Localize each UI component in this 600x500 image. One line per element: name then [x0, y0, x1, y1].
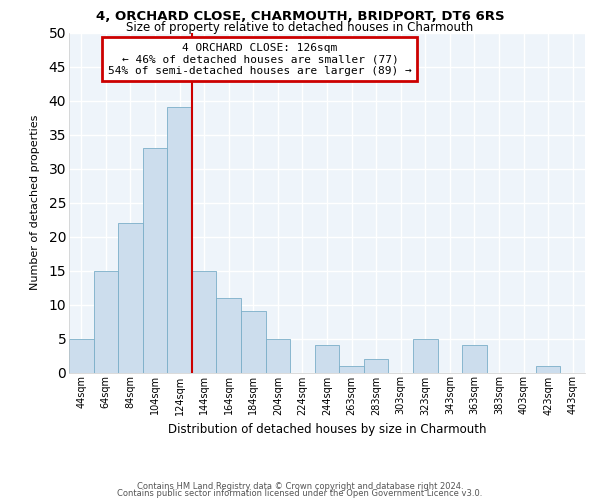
Bar	[69, 338, 94, 372]
Bar	[413, 338, 437, 372]
Bar	[462, 346, 487, 372]
Bar	[94, 270, 118, 372]
Bar	[266, 338, 290, 372]
Bar	[167, 108, 192, 372]
Bar	[241, 312, 266, 372]
Y-axis label: Number of detached properties: Number of detached properties	[30, 115, 40, 290]
Bar	[143, 148, 167, 372]
Bar	[339, 366, 364, 372]
X-axis label: Distribution of detached houses by size in Charmouth: Distribution of detached houses by size …	[168, 423, 486, 436]
Text: 4 ORCHARD CLOSE: 126sqm
← 46% of detached houses are smaller (77)
54% of semi-de: 4 ORCHARD CLOSE: 126sqm ← 46% of detache…	[108, 42, 412, 76]
Bar	[192, 270, 217, 372]
Bar	[217, 298, 241, 372]
Bar	[364, 359, 388, 372]
Text: Size of property relative to detached houses in Charmouth: Size of property relative to detached ho…	[127, 21, 473, 34]
Text: Contains public sector information licensed under the Open Government Licence v3: Contains public sector information licen…	[118, 489, 482, 498]
Text: Contains HM Land Registry data © Crown copyright and database right 2024.: Contains HM Land Registry data © Crown c…	[137, 482, 463, 491]
Text: 4, ORCHARD CLOSE, CHARMOUTH, BRIDPORT, DT6 6RS: 4, ORCHARD CLOSE, CHARMOUTH, BRIDPORT, D…	[95, 10, 505, 23]
Bar	[118, 223, 143, 372]
Bar	[315, 346, 339, 372]
Bar	[536, 366, 560, 372]
